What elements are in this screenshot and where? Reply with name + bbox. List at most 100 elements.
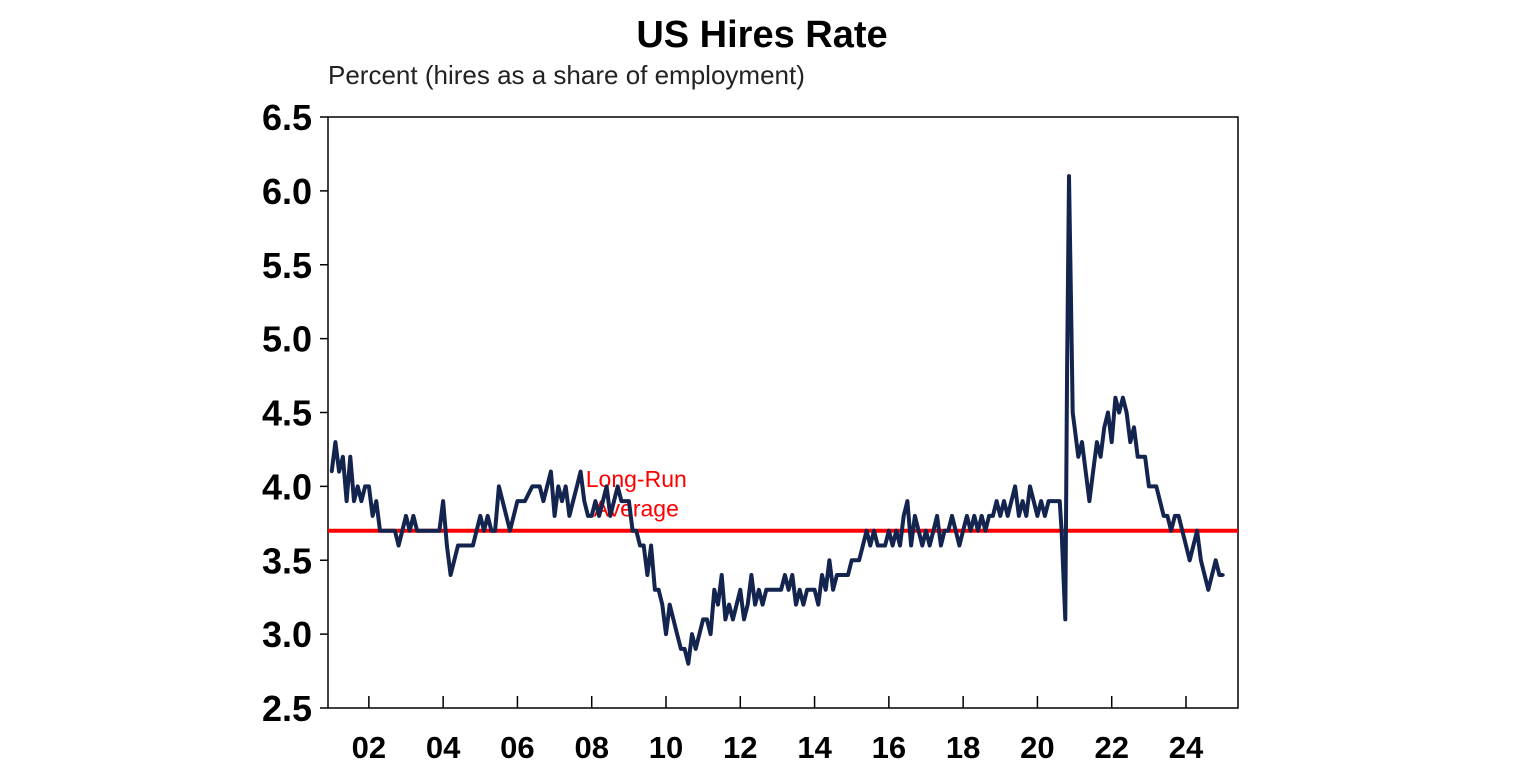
data-point xyxy=(400,529,404,533)
data-point xyxy=(816,603,820,607)
data-point xyxy=(411,514,415,518)
data-point xyxy=(1099,455,1103,459)
data-point xyxy=(746,603,750,607)
data-point xyxy=(437,529,441,533)
data-point xyxy=(1221,573,1225,577)
x-tick-label: 14 xyxy=(797,730,832,765)
data-point xyxy=(716,603,720,607)
data-point xyxy=(991,514,995,518)
data-point xyxy=(627,499,631,503)
data-point xyxy=(787,588,791,592)
data-point xyxy=(634,529,638,533)
data-point xyxy=(865,529,869,533)
data-point xyxy=(415,529,419,533)
data-point xyxy=(579,470,583,474)
data-point xyxy=(983,529,988,533)
data-point xyxy=(1043,514,1047,518)
data-point xyxy=(835,573,839,577)
data-point xyxy=(378,529,382,533)
data-point xyxy=(775,588,780,592)
data-point xyxy=(1158,499,1162,503)
data-point xyxy=(352,499,356,503)
data-point xyxy=(1195,529,1199,533)
data-point xyxy=(608,514,612,518)
data-point xyxy=(642,543,646,548)
data-point xyxy=(1102,425,1106,429)
data-point xyxy=(924,529,928,533)
data-point xyxy=(367,484,371,488)
data-point xyxy=(876,543,880,548)
data-point xyxy=(783,573,787,577)
data-point xyxy=(1013,484,1017,488)
chart-title: US Hires Rate xyxy=(636,14,888,56)
data-point xyxy=(497,484,501,488)
data-point xyxy=(475,529,479,533)
y-tick-label: 6.5 xyxy=(262,97,312,138)
data-point xyxy=(1087,499,1091,503)
y-tick-label: 2.5 xyxy=(262,688,312,729)
data-point xyxy=(423,529,427,533)
data-point xyxy=(564,484,568,488)
data-point xyxy=(913,514,917,518)
data-point xyxy=(928,543,932,548)
data-point xyxy=(463,543,467,548)
data-point xyxy=(720,573,724,577)
data-point xyxy=(1106,410,1110,415)
data-point xyxy=(943,529,947,533)
data-point xyxy=(515,499,520,503)
data-point xyxy=(638,543,642,548)
data-point xyxy=(560,499,564,503)
data-point xyxy=(631,529,635,533)
data-point xyxy=(794,603,798,607)
data-point xyxy=(1017,514,1021,518)
data-point xyxy=(619,499,624,503)
data-point xyxy=(333,440,337,444)
x-tick-label: 12 xyxy=(723,730,757,765)
data-point xyxy=(917,529,921,533)
data-point xyxy=(1143,455,1147,459)
data-point xyxy=(764,588,768,592)
data-point xyxy=(1121,396,1125,400)
data-point xyxy=(508,529,512,533)
data-point xyxy=(1067,174,1071,178)
data-point xyxy=(1113,396,1117,400)
data-point xyxy=(824,588,828,592)
data-point xyxy=(712,588,716,592)
data-point xyxy=(1214,558,1218,562)
data-point xyxy=(590,514,594,518)
data-point xyxy=(345,499,349,503)
data-point xyxy=(482,529,486,533)
data-point xyxy=(671,617,676,622)
data-point xyxy=(1054,499,1058,503)
data-point xyxy=(1117,410,1121,415)
x-axis: 02 04 06 08 10 12 14 16 18 20 22 24 xyxy=(352,696,1204,765)
data-point xyxy=(727,603,731,607)
data-point xyxy=(1199,558,1203,562)
data-point xyxy=(969,529,973,533)
data-point xyxy=(709,632,713,636)
data-point xyxy=(980,514,984,518)
x-tick-label: 02 xyxy=(352,730,386,765)
data-point xyxy=(1151,484,1155,488)
data-point xyxy=(653,588,657,592)
data-point xyxy=(556,484,560,488)
data-point xyxy=(738,588,742,592)
chart-subtitle: Percent (hires as a share of employment) xyxy=(328,60,805,90)
reference-label-line1: Long-Run xyxy=(586,466,687,492)
data-point xyxy=(441,499,445,503)
data-point xyxy=(798,588,802,592)
data-point xyxy=(950,514,954,518)
data-point xyxy=(341,455,345,459)
data-point xyxy=(902,514,906,518)
data-point xyxy=(1128,440,1132,444)
x-tick-label: 06 xyxy=(500,730,534,765)
data-point xyxy=(995,499,999,503)
data-point xyxy=(976,529,980,533)
data-point xyxy=(597,514,601,518)
data-point xyxy=(761,603,765,607)
data-point xyxy=(1065,366,1069,370)
data-point xyxy=(683,647,687,651)
x-tick-label: 08 xyxy=(574,730,608,765)
data-point xyxy=(1203,573,1207,577)
data-point xyxy=(348,455,352,459)
